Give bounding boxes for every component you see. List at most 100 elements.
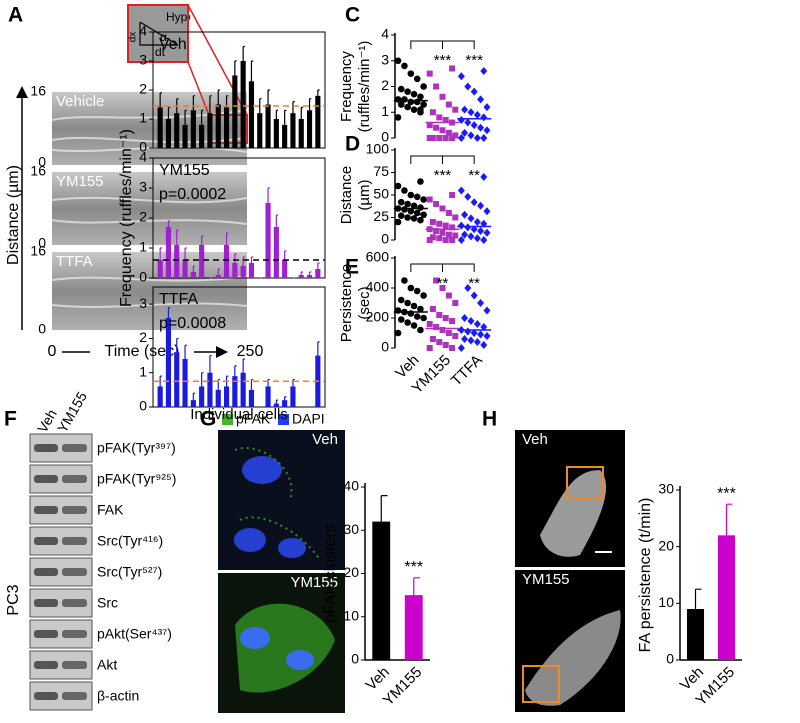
chart-title: Veh (159, 36, 187, 53)
point (436, 220, 443, 227)
point (433, 83, 440, 90)
point (470, 291, 478, 300)
point (480, 323, 488, 331)
point (394, 218, 402, 226)
bar (248, 81, 255, 148)
y-tick-label: 3 (139, 295, 147, 311)
point (464, 82, 472, 91)
axis-tick-label: 16 (30, 163, 46, 179)
point (461, 128, 469, 137)
axis-tick-label: 0 (38, 235, 46, 251)
point (483, 228, 491, 237)
point (397, 101, 405, 108)
point (407, 284, 415, 292)
point (426, 122, 433, 129)
point (442, 222, 449, 229)
bar (240, 266, 246, 278)
point (413, 209, 421, 217)
panel-label: F (4, 408, 17, 431)
kymographs: Hyp dx dt α Vehicle YM155 TTFA 16 0 16 0… (5, 4, 264, 360)
error-bar (201, 372, 204, 387)
y-tick-label: 50 (373, 186, 389, 202)
point (439, 285, 446, 291)
annotation: p=0.0008 (159, 315, 226, 332)
error-bar (250, 378, 254, 390)
point (483, 332, 491, 340)
point (480, 236, 488, 244)
bar (290, 386, 296, 407)
bar (157, 386, 163, 407)
point (477, 330, 485, 339)
point (407, 310, 415, 317)
bar (165, 119, 172, 148)
error-bar (242, 256, 245, 266)
point (439, 93, 446, 100)
blot-band (34, 661, 58, 669)
point (407, 98, 415, 106)
point (410, 202, 418, 210)
point (401, 62, 408, 70)
point (407, 207, 415, 215)
condition-label: Veh (522, 431, 548, 448)
bar (174, 245, 180, 278)
error-bar (192, 392, 196, 401)
blot-band (62, 444, 87, 452)
point (404, 319, 411, 326)
point (429, 135, 436, 141)
point (483, 306, 491, 315)
point (467, 108, 475, 117)
point (436, 339, 443, 345)
error-bar (159, 92, 162, 108)
error-bar (300, 106, 304, 119)
point (464, 118, 472, 127)
point (401, 277, 408, 284)
point (394, 114, 402, 121)
condition-label: YM155 (522, 571, 570, 588)
error-bar (201, 109, 204, 125)
y-axis-label: Distance (338, 166, 355, 224)
point (397, 85, 405, 93)
bar (372, 521, 391, 660)
bar (199, 386, 205, 407)
bar (282, 260, 288, 278)
point (433, 324, 440, 330)
point (429, 306, 436, 312)
point (477, 227, 485, 235)
y-axis-label: (µm) (356, 179, 373, 210)
bar (190, 400, 196, 407)
blot-band (34, 630, 58, 638)
protein-label: pFAK(Tyr⁹²⁵) (97, 471, 176, 487)
point (410, 215, 418, 222)
point (477, 299, 485, 307)
inset-label: α (160, 30, 167, 44)
y-tick-label: 20 (658, 537, 674, 553)
point (417, 204, 424, 211)
inset-label: Hyp (166, 10, 188, 24)
error-bar (308, 98, 312, 111)
y-tick-label: 10 (658, 594, 674, 610)
bar (215, 275, 221, 278)
bar (248, 263, 255, 278)
error-bar (242, 45, 245, 61)
blot-band (34, 475, 58, 483)
error-bar (725, 503, 733, 536)
protein-label: Akt (97, 657, 117, 673)
point (394, 329, 402, 337)
point (394, 182, 402, 190)
point (397, 198, 405, 206)
axis-tick-label: 250 (237, 343, 264, 360)
point (417, 216, 424, 224)
point (483, 126, 491, 135)
bar (232, 263, 238, 278)
significance: *** (465, 52, 483, 69)
bar (298, 119, 304, 148)
point (433, 201, 440, 207)
if-images: pFAK DAPI Veh YM155 (218, 411, 345, 713)
point (404, 103, 411, 111)
blot-band (62, 506, 87, 514)
point (449, 65, 456, 72)
point (449, 237, 456, 243)
protein-label: Src (97, 595, 118, 611)
point (445, 292, 452, 299)
point (461, 105, 469, 114)
